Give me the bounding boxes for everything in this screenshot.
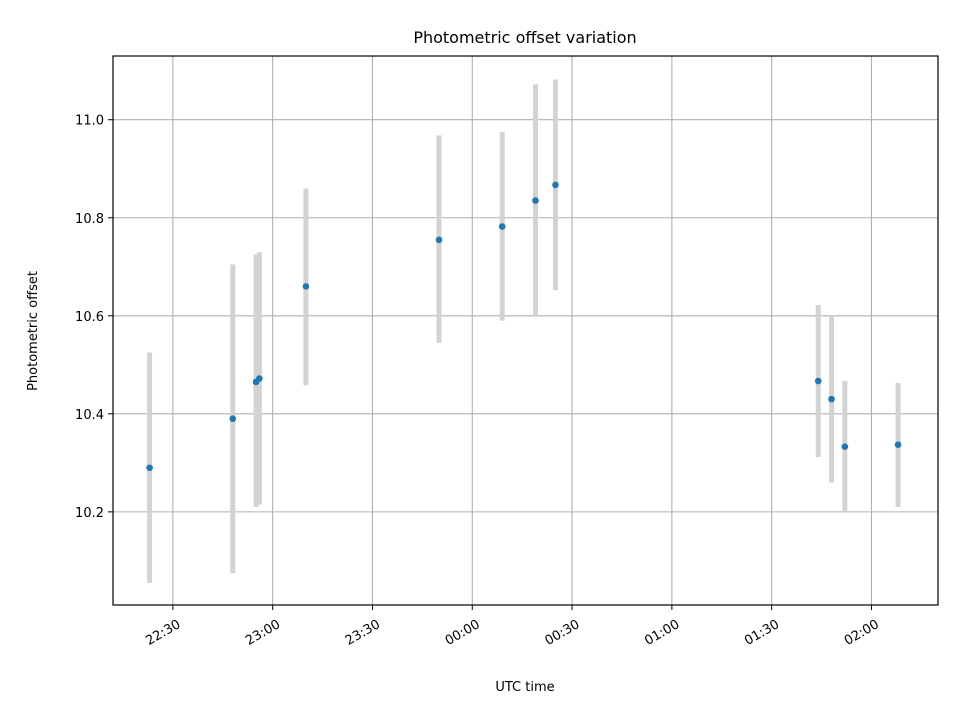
y-axis-label: Photometric offset xyxy=(26,271,41,391)
x-axis-label: UTC time xyxy=(495,680,554,695)
grid-lines xyxy=(113,56,938,605)
data-point xyxy=(302,283,310,290)
chart-title: Photometric offset variation xyxy=(413,28,636,47)
y-tick-label: 10.8 xyxy=(75,212,104,227)
data-point xyxy=(256,375,263,382)
data-markers xyxy=(146,181,902,472)
y-tick-label: 10.6 xyxy=(75,310,104,325)
y-tick-label: 10.2 xyxy=(75,506,104,521)
data-point xyxy=(498,223,506,230)
data-point xyxy=(532,197,539,204)
data-point xyxy=(229,415,237,423)
plot-frame xyxy=(112,55,939,606)
y-tick-label: 10.4 xyxy=(75,408,104,423)
y-axis-ticks: 10.2 10.4 10.6 10.8 11.0 xyxy=(75,114,113,521)
data-point xyxy=(828,395,835,403)
data-point xyxy=(146,464,153,472)
data-point xyxy=(435,236,443,244)
data-point xyxy=(814,377,822,385)
data-point xyxy=(841,443,849,450)
data-point xyxy=(552,181,559,189)
y-tick-label: 11.0 xyxy=(75,114,104,129)
data-point xyxy=(894,441,902,449)
